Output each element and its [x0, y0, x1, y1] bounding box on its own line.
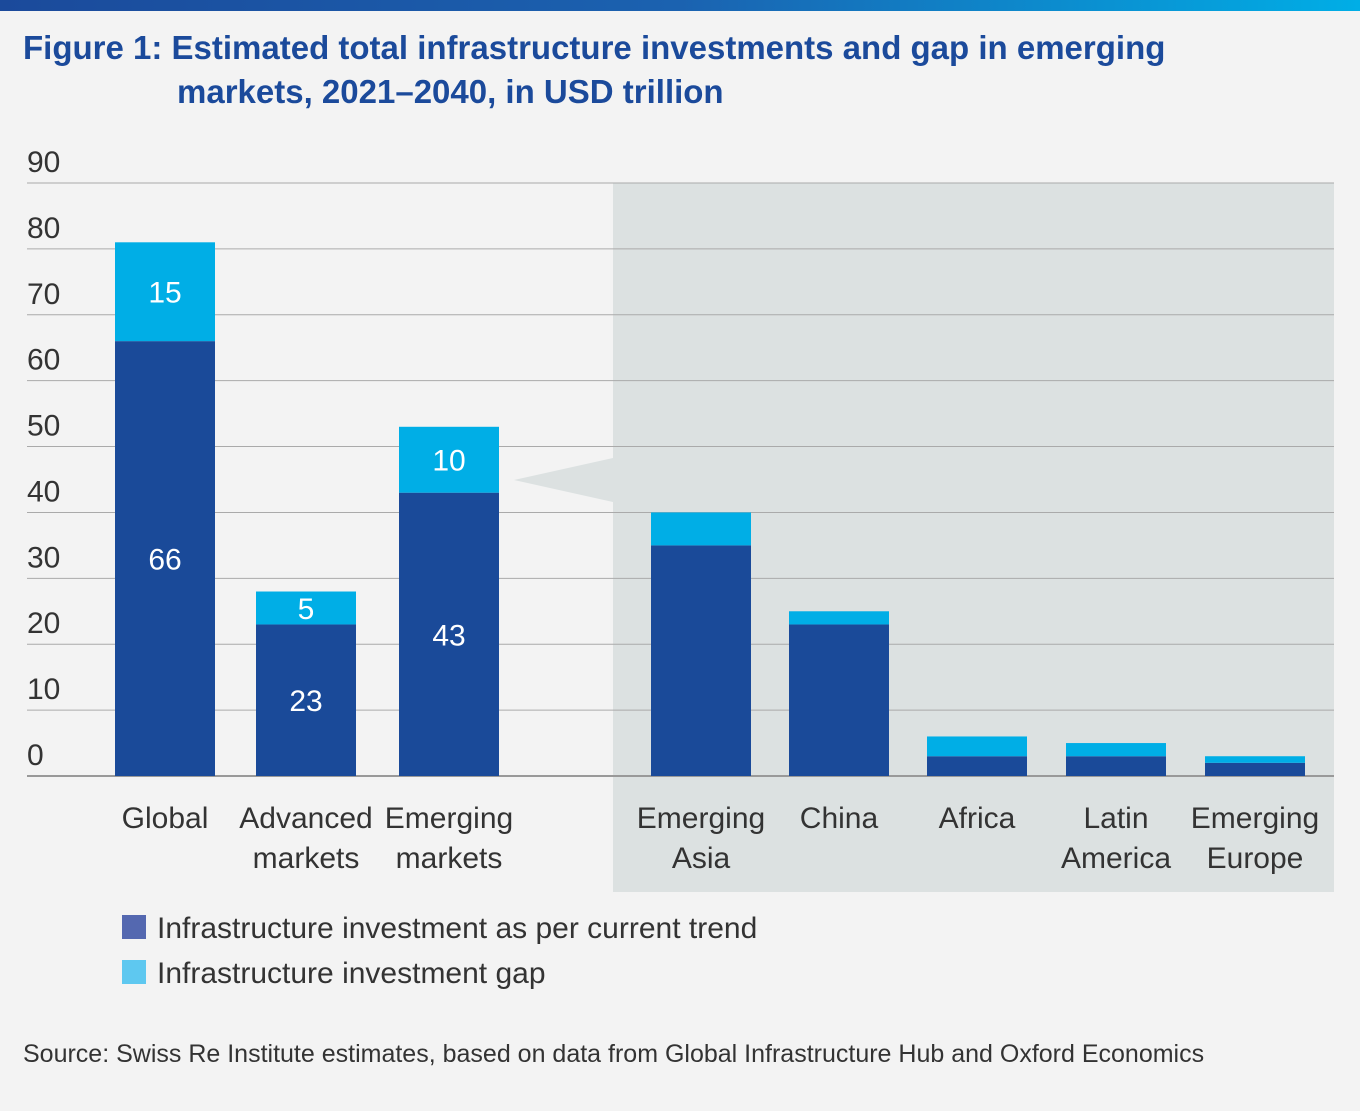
title-line-1: Figure 1: Estimated total infrastructure…	[23, 29, 1166, 66]
highlight-pointer	[514, 458, 613, 502]
y-tick-label: 10	[27, 673, 60, 706]
y-tick-label: 70	[27, 278, 60, 311]
data-label: 43	[432, 619, 465, 652]
bar-gap	[399, 426, 499, 493]
bar-trend	[115, 341, 215, 776]
x-tick-label: Advanced	[239, 802, 372, 835]
top-accent-bar	[0, 0, 1360, 11]
y-tick-label: 20	[27, 607, 60, 640]
y-tick-label: 80	[27, 212, 60, 245]
data-label: 5	[298, 593, 315, 626]
x-tick-label: Asia	[672, 842, 731, 875]
y-tick-label: 90	[27, 146, 60, 179]
bar-gap	[651, 512, 751, 546]
y-tick-label: 40	[27, 475, 60, 508]
bar-trend	[256, 624, 356, 776]
x-tick-label: Europe	[1207, 842, 1304, 875]
bar-trend	[789, 624, 889, 776]
x-tick-label: Global	[122, 802, 209, 835]
x-tick-label: Africa	[939, 802, 1016, 835]
x-tick-label: China	[800, 802, 879, 835]
legend-swatch	[122, 960, 146, 984]
x-tick-label: Latin	[1083, 802, 1148, 835]
title-line-2: markets, 2021–2040, in USD trillion	[177, 73, 724, 110]
data-label: 66	[148, 544, 181, 577]
bar-gap	[1205, 756, 1305, 763]
data-label: 15	[148, 277, 181, 310]
data-label: 23	[289, 685, 322, 718]
bar-trend	[927, 756, 1027, 776]
bar-gap	[115, 242, 215, 342]
bar-gap	[256, 591, 356, 625]
y-tick-label: 30	[27, 541, 60, 574]
x-tick-label: Emerging	[385, 802, 513, 835]
chart-title: Figure 1: Estimated total infrastructure…	[23, 26, 1165, 114]
bar-trend	[1066, 756, 1166, 776]
x-tick-label: Emerging	[637, 802, 765, 835]
x-tick-label: markets	[396, 842, 503, 875]
bar-trend	[399, 492, 499, 776]
source-note: Source: Swiss Re Institute estimates, ba…	[23, 1040, 1205, 1068]
bar-gap	[927, 736, 1027, 757]
legend-label: Infrastructure investment as per current…	[157, 912, 757, 945]
x-tick-label: Emerging	[1191, 802, 1319, 835]
x-tick-label: markets	[253, 842, 360, 875]
bar-trend	[651, 545, 751, 776]
y-tick-label: 0	[27, 739, 44, 772]
bar-gap	[789, 611, 889, 625]
legend-swatch	[122, 915, 146, 939]
bar-gap	[1066, 743, 1166, 757]
data-label: 10	[432, 445, 465, 478]
x-tick-label: America	[1061, 842, 1171, 875]
y-tick-label: 60	[27, 344, 60, 377]
bar-trend	[1205, 762, 1305, 776]
y-tick-label: 50	[27, 410, 60, 443]
legend-label: Infrastructure investment gap	[157, 957, 546, 990]
